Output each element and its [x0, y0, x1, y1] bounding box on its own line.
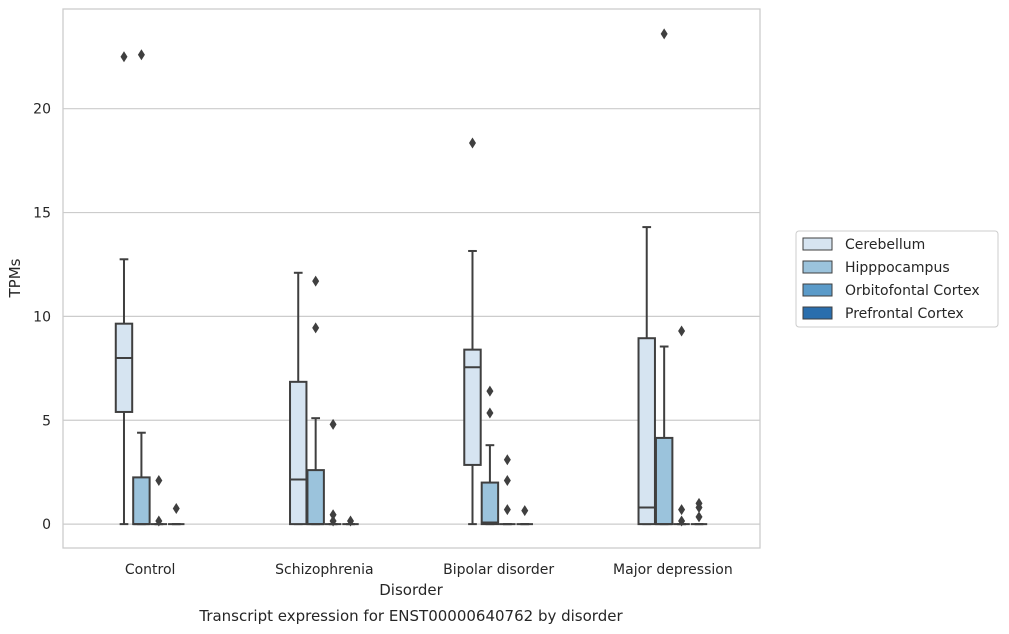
box-0-0 [114, 51, 134, 526]
outlier-point [503, 504, 511, 516]
legend-swatch [802, 260, 833, 274]
outlier-point [486, 407, 494, 419]
legend-label: Orbitofontal Cortex [845, 283, 980, 299]
box-iqr [637, 337, 656, 526]
legend-label: Cerebellum [845, 237, 925, 253]
box-0-3 [168, 503, 185, 526]
box-2-0 [463, 137, 482, 526]
box-3-3 [690, 497, 708, 526]
outlier-point [155, 515, 163, 527]
box-iqr [480, 481, 500, 526]
legend-label: Prefrontal Cortex [845, 306, 964, 322]
box-3-0 [637, 226, 656, 526]
legend-label: Hipppocampus [845, 260, 950, 276]
legend-swatch [802, 237, 833, 251]
box-0-1 [132, 49, 151, 526]
box-iqr [463, 348, 482, 466]
outlier-point [468, 137, 476, 149]
x-axis-label: Disorder [379, 581, 443, 599]
box-2-3 [516, 505, 533, 526]
box-iqr [306, 469, 325, 526]
outlier-point [678, 504, 686, 516]
y-axis-ticks: 0 5 10 15 20 [33, 102, 51, 533]
y-tick-label: 5 [42, 413, 51, 429]
y-tick-label: 0 [42, 517, 51, 533]
chart-caption: Transcript expression for ENST0000064076… [198, 607, 623, 625]
outlier-point [155, 474, 163, 486]
outlier-point [678, 515, 686, 527]
box-1-0 [289, 271, 308, 526]
box-3-1 [654, 28, 674, 526]
outlier-point [312, 275, 320, 287]
outlier-point [503, 454, 511, 466]
outlier-point [329, 515, 337, 527]
legend-swatch [802, 283, 833, 297]
y-tick-label: 20 [33, 102, 51, 118]
box-plot-area [114, 28, 708, 527]
y-axis-label: TPMs [6, 258, 24, 298]
outlier-point [486, 385, 494, 397]
legend-frame [795, 230, 999, 328]
legend: Cerebellum Hipppocampus Orbitofontal Corte… [795, 230, 999, 328]
box-1-1 [306, 275, 325, 526]
outlier-point [503, 474, 511, 486]
outlier-point [695, 501, 703, 513]
y-tick-label: 10 [33, 309, 51, 325]
box-2-2 [499, 454, 516, 526]
outlier-point [120, 51, 128, 63]
box-iqr [654, 436, 674, 526]
box-iqr [289, 380, 308, 526]
outlier-point [660, 28, 668, 40]
x-tick-label: Control [125, 562, 176, 578]
outlier-point [521, 505, 529, 517]
outlier-point [695, 511, 703, 523]
outlier-point [678, 325, 686, 337]
box-3-2 [673, 325, 690, 527]
y-tick-label: 15 [33, 206, 51, 222]
box-iqr [114, 322, 134, 413]
box-0-2 [150, 474, 168, 527]
x-tick-label: Bipolar disorder [443, 562, 554, 578]
outlier-point [329, 509, 337, 521]
x-tick-label: Major depression [613, 562, 733, 578]
legend-swatch [802, 306, 833, 320]
outlier-point [312, 322, 320, 334]
outlier-point [137, 49, 145, 61]
outlier-point [347, 515, 355, 527]
box-1-3 [342, 515, 359, 527]
plot-frame [62, 8, 761, 549]
outlier-point [172, 503, 180, 515]
x-axis-ticks: Control Schizophrenia Bipolar disorder Majo… [125, 562, 733, 578]
outlier-point [329, 418, 337, 430]
box-1-2 [324, 418, 342, 527]
box-iqr [132, 476, 151, 526]
x-tick-label: Schizophrenia [275, 562, 373, 578]
box-2-1 [480, 385, 500, 526]
